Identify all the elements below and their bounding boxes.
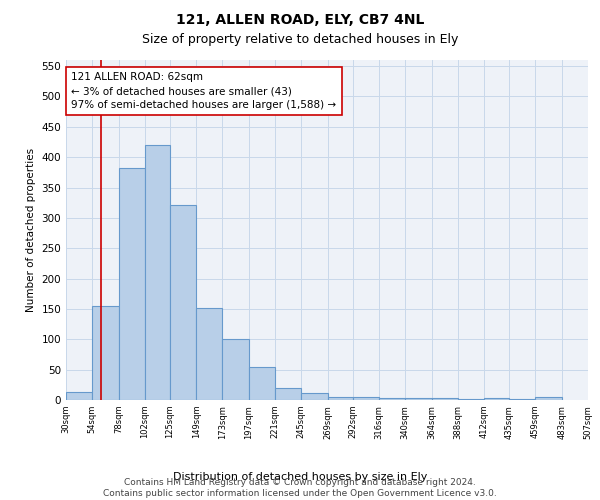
Bar [535, 397, 562, 400]
Bar [66, 392, 92, 400]
Bar [249, 366, 275, 400]
Bar [119, 168, 145, 400]
Bar [196, 308, 223, 400]
Bar [379, 398, 405, 400]
Bar [145, 145, 170, 400]
Bar [484, 398, 509, 400]
Y-axis label: Number of detached properties: Number of detached properties [26, 148, 36, 312]
Bar [170, 204, 196, 400]
Bar [405, 398, 431, 400]
Bar [301, 394, 328, 400]
Text: Contains HM Land Registry data © Crown copyright and database right 2024.
Contai: Contains HM Land Registry data © Crown c… [103, 478, 497, 498]
Bar [458, 399, 484, 400]
Bar [92, 306, 119, 400]
Bar [275, 388, 301, 400]
Bar [328, 397, 353, 400]
Bar [509, 399, 535, 400]
Text: 121 ALLEN ROAD: 62sqm
← 3% of detached houses are smaller (43)
97% of semi-detac: 121 ALLEN ROAD: 62sqm ← 3% of detached h… [71, 72, 337, 110]
Bar [431, 398, 458, 400]
Text: Distribution of detached houses by size in Ely: Distribution of detached houses by size … [173, 472, 427, 482]
Text: Size of property relative to detached houses in Ely: Size of property relative to detached ho… [142, 32, 458, 46]
Bar [223, 340, 249, 400]
Bar [353, 397, 379, 400]
Text: 121, ALLEN ROAD, ELY, CB7 4NL: 121, ALLEN ROAD, ELY, CB7 4NL [176, 12, 424, 26]
